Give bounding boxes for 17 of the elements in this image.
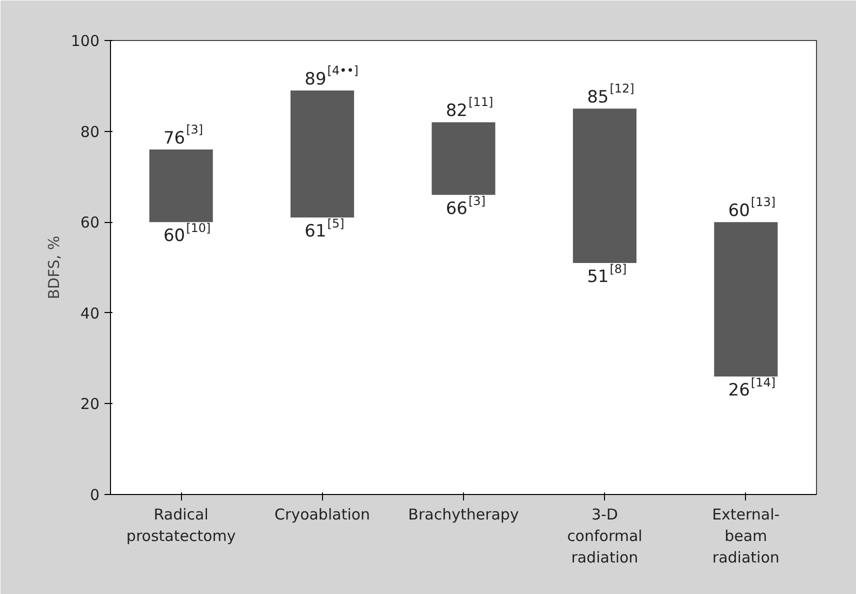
x-tick-label: Radical prostatectomy	[126, 506, 236, 546]
y-tick-label: 0	[90, 486, 100, 504]
x-tick-label: Brachytherapy	[408, 506, 519, 524]
y-tick-label: 60	[80, 214, 100, 232]
y-tick-label: 20	[80, 395, 100, 414]
y-axis-title: BDFS, %	[44, 236, 63, 300]
y-tick-label: 100	[70, 32, 100, 50]
y-tick-label: 40	[80, 304, 100, 322]
bar	[714, 222, 778, 376]
x-tick-label: 3-D conformal radiation	[567, 506, 642, 567]
bar	[572, 108, 636, 263]
x-tick-label: Cryoablation	[274, 506, 370, 524]
x-tick-label: External- beam radiation	[712, 506, 780, 567]
bar	[432, 122, 496, 195]
y-tick-label: 80	[80, 122, 100, 141]
bar	[290, 90, 354, 218]
bar	[149, 149, 213, 222]
